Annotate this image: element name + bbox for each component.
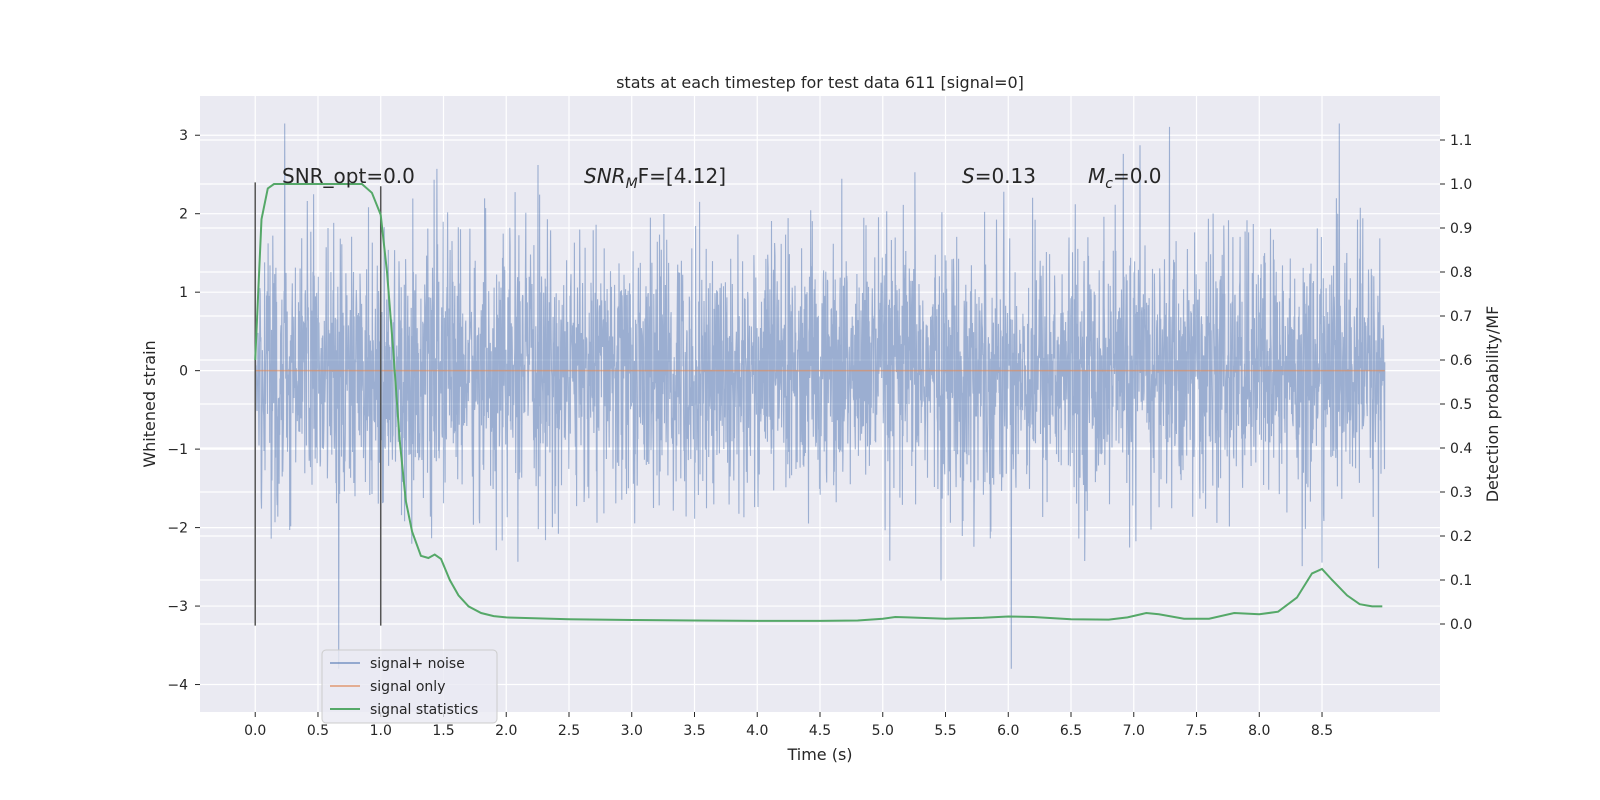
y-right-tick-label: 0.4 bbox=[1450, 441, 1472, 457]
legend: signal+ noise signal only signal statist… bbox=[321, 649, 498, 724]
y-left-tick-label: 0 bbox=[179, 364, 188, 380]
annotation-mc: Mc=0.0 bbox=[1088, 164, 1162, 192]
annotation-s: S=0.13 bbox=[962, 164, 1036, 188]
signal-statistics-line bbox=[254, 183, 1383, 622]
y-right-axis-ticks: 0.0 0.1 0.2 0.3 0.4 0.5 0.6 0.7 0.8 0.9 1.0 1.1 bbox=[1440, 133, 1472, 633]
y-left-axis-label: Whitened strain bbox=[140, 340, 159, 467]
y-left-axis-ticks: −4 −3 −2 −1 0 1 2 3 bbox=[167, 128, 200, 694]
x-tick-label: 1.0 bbox=[370, 723, 392, 739]
y-right-tick-label: 1.1 bbox=[1450, 133, 1472, 149]
x-tick-label: 0.5 bbox=[307, 723, 329, 739]
series-signal-noise bbox=[254, 123, 1386, 669]
y-right-tick-label: 0.1 bbox=[1450, 573, 1472, 589]
y-left-tick-label: −3 bbox=[167, 599, 188, 615]
x-tick-label: 7.0 bbox=[1123, 723, 1145, 739]
y-left-tick-label: −2 bbox=[167, 521, 188, 537]
y-right-tick-label: 0.9 bbox=[1450, 221, 1472, 237]
x-tick-label: 6.5 bbox=[1060, 723, 1082, 739]
y-right-tick-label: 0.7 bbox=[1450, 309, 1472, 325]
y-left-tick-label: −1 bbox=[167, 442, 188, 458]
x-tick-label: 5.5 bbox=[934, 723, 956, 739]
y-left-tick-label: 2 bbox=[179, 207, 188, 223]
x-axis-label: Time (s) bbox=[786, 745, 852, 764]
chart-title: stats at each timestep for test data 611… bbox=[616, 73, 1024, 92]
x-tick-label: 8.0 bbox=[1248, 723, 1270, 739]
legend-label-signal-noise: signal+ noise bbox=[370, 656, 465, 672]
y-left-tick-label: 3 bbox=[179, 128, 188, 144]
x-tick-label: 2.5 bbox=[558, 723, 580, 739]
legend-label-signal-only: signal only bbox=[370, 679, 445, 695]
annotation-snr-mf: SNRMF=[4.12] bbox=[584, 164, 726, 192]
legend-box bbox=[321, 649, 498, 724]
y-left-tick-label: 1 bbox=[179, 285, 188, 301]
legend-label-signal-statistics: signal statistics bbox=[370, 702, 478, 718]
signal-noise-line bbox=[254, 123, 1386, 669]
y-right-tick-label: 0.8 bbox=[1450, 265, 1472, 281]
x-tick-label: 3.0 bbox=[621, 723, 643, 739]
x-tick-label: 5.0 bbox=[872, 723, 894, 739]
x-tick-label: 0.0 bbox=[244, 723, 266, 739]
y-right-tick-label: 0.6 bbox=[1450, 353, 1472, 369]
x-tick-label: 6.0 bbox=[997, 723, 1019, 739]
x-tick-label: 1.5 bbox=[432, 723, 454, 739]
x-tick-label: 7.5 bbox=[1185, 723, 1207, 739]
y-right-axis-label: Detection probability/MF bbox=[1483, 306, 1502, 503]
x-tick-label: 2.0 bbox=[495, 723, 517, 739]
x-tick-label: 3.5 bbox=[683, 723, 705, 739]
y-right-tick-label: 0.3 bbox=[1450, 485, 1472, 501]
y-right-tick-label: 1.0 bbox=[1450, 177, 1472, 193]
x-axis-ticks: 0.0 0.5 1.0 1.5 2.0 2.5 3.0 3.5 4.0 4.5 5.0 5.5 6.0 6… bbox=[244, 712, 1333, 739]
series-signal-statistics bbox=[254, 183, 1383, 622]
x-tick-label: 8.5 bbox=[1311, 723, 1333, 739]
annotation-snr-opt: SNR_opt=0.0 bbox=[282, 164, 415, 188]
y-right-tick-label: 0.0 bbox=[1450, 617, 1472, 633]
vlines bbox=[254, 182, 382, 626]
x-tick-label: 4.0 bbox=[746, 723, 768, 739]
y-right-tick-label: 0.5 bbox=[1450, 397, 1472, 413]
y-left-tick-label: −4 bbox=[167, 678, 188, 694]
x-tick-label: 4.5 bbox=[809, 723, 831, 739]
y-right-tick-label: 0.2 bbox=[1450, 529, 1472, 545]
